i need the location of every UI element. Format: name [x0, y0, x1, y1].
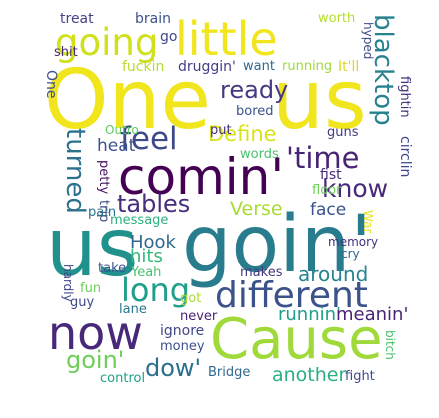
word-druggin: druggin' [178, 59, 236, 75]
word-little: little [175, 12, 278, 66]
word-worth: worth [318, 11, 356, 26]
word-brain: brain [135, 11, 171, 27]
word-hook: Hook [130, 232, 176, 253]
word-go: go [160, 29, 178, 45]
word-fun: fun [80, 281, 102, 296]
word-never: never [180, 309, 218, 324]
word-us: us [46, 201, 139, 294]
word-money: money [160, 339, 205, 354]
word-another: another [272, 364, 347, 386]
word-face: face [310, 200, 347, 220]
word-lane: lane [119, 302, 147, 317]
word-makes: makes [240, 265, 283, 280]
word-heat: heat [97, 136, 136, 156]
word-control: control [100, 371, 146, 386]
word-floor: floor [312, 183, 342, 198]
word-memory: memory [328, 235, 379, 249]
word-treat: treat [60, 11, 94, 27]
word-tables: tables [117, 190, 191, 218]
word-cause: Cause [210, 307, 383, 372]
word-running: running [282, 59, 333, 74]
word-take: take [98, 261, 127, 276]
word-fuckin: fuckin [122, 59, 165, 75]
word-want: want [243, 59, 275, 74]
word-now: now [48, 306, 143, 360]
word-feel: feel [120, 121, 178, 157]
word-define: Define [208, 122, 277, 146]
word-cry: cry [341, 247, 360, 261]
word-put: put [210, 123, 232, 138]
word-hyped: hyped [361, 22, 375, 60]
word-fist: fist [320, 167, 342, 183]
word-time: 'time [286, 141, 360, 175]
word-turned: turned [60, 128, 90, 214]
word-going: going [55, 21, 159, 64]
word-outro: Outro [105, 123, 139, 137]
word-goin-lower: goin' [66, 346, 125, 374]
word-runnin: runnin' [278, 304, 341, 325]
word-ready: ready [220, 76, 289, 104]
word-around: around [298, 262, 369, 286]
word-got: got [180, 291, 202, 306]
word-hits: hits [130, 246, 163, 267]
word-bitch: bitch [383, 330, 397, 360]
word-shit: shit [54, 45, 78, 60]
word-one-vertical: One [43, 70, 59, 99]
word-fight: fight [345, 369, 375, 384]
word-long: long [121, 271, 191, 309]
word-guy: guy [70, 295, 95, 310]
word-goin: goin' [182, 200, 372, 290]
word-trip: trip [96, 200, 111, 223]
word-words: words [240, 147, 279, 162]
word-know: know [322, 174, 389, 203]
word-us-top: us [272, 53, 367, 148]
word-meanin: meanin' [336, 304, 409, 325]
word-yeah: Yeah [131, 265, 162, 280]
word-dow: dow' [145, 354, 202, 382]
word-ignore: ignore [160, 323, 205, 339]
word-bored: bored [236, 104, 274, 119]
word-bridge: Bridge [208, 365, 251, 380]
word-petty: petty [96, 160, 111, 195]
word-itll: It'll [338, 59, 360, 75]
word-war: War [361, 210, 375, 234]
word-guns: guns [327, 125, 359, 140]
word-comin: comin' [118, 148, 285, 206]
word-hardly: hardly [61, 264, 75, 302]
word-pain: pain [88, 205, 117, 220]
word-fightin: fightin [397, 76, 412, 118]
word-verse: Verse [230, 198, 283, 220]
word-message: message [110, 213, 169, 228]
word-blacktop: blacktop [368, 14, 398, 126]
word-circlin: circlin [397, 136, 413, 178]
word-one: One [44, 53, 211, 148]
word-different: different [215, 275, 368, 316]
